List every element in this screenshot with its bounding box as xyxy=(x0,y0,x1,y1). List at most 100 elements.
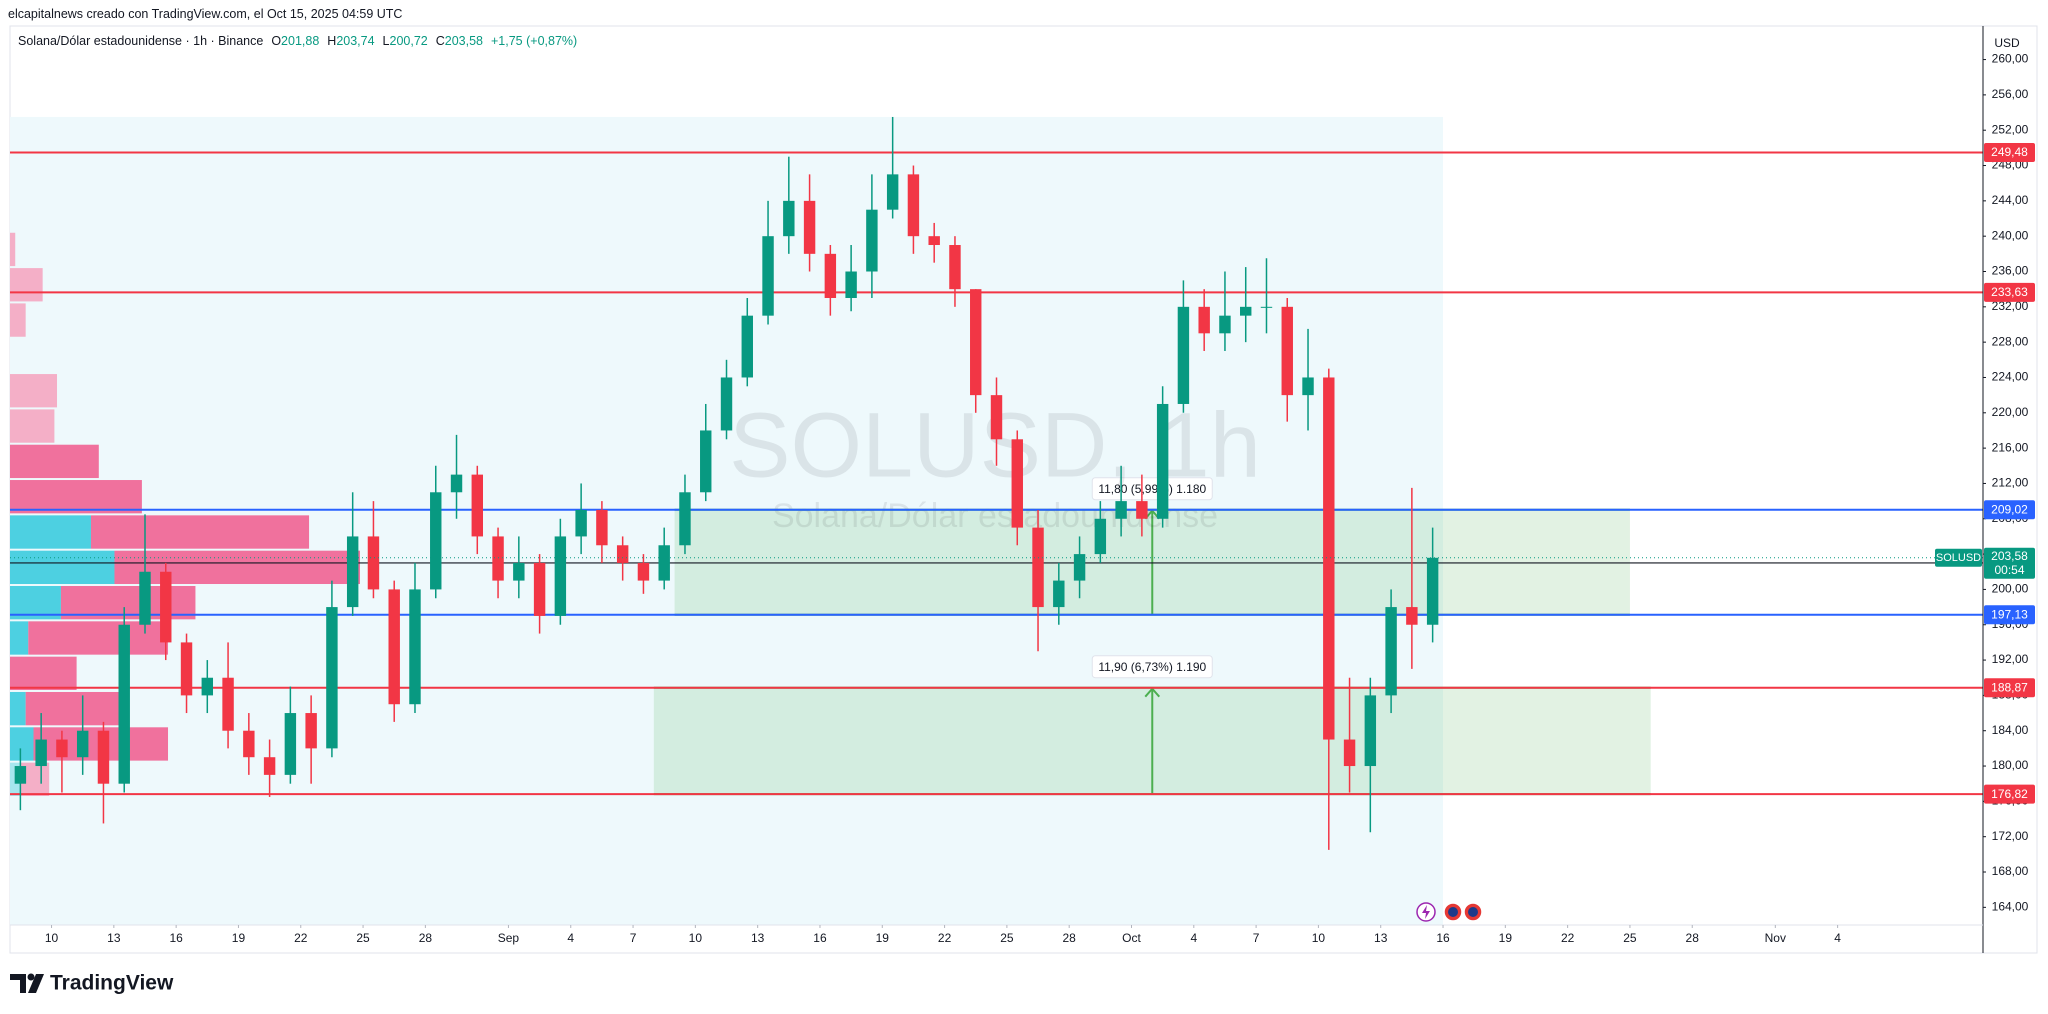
candle-body xyxy=(367,536,380,590)
y-tick-label: 216,00 xyxy=(1992,440,2029,454)
price-tag xyxy=(1984,678,2035,698)
candle-body xyxy=(35,739,47,767)
profile-down-bar xyxy=(10,409,55,443)
candle-body xyxy=(533,562,546,616)
candle-body xyxy=(76,730,89,758)
profile-down-bar xyxy=(90,515,310,549)
x-axis: 10 13 16 19 22 25 28 Sep 4 7 10 13 16 19 22 25 28 Oct 4 7 10… xyxy=(45,925,1841,945)
measure-arrowhead xyxy=(1144,687,1161,698)
y-tick-label: 184,00 xyxy=(1992,723,2029,737)
logo-mark xyxy=(10,974,26,993)
profile-up-bar xyxy=(10,621,29,655)
x-tick-label: 22 xyxy=(294,931,308,945)
candle-body xyxy=(1198,306,1210,334)
candle-body xyxy=(118,624,130,784)
ohlc-key: C xyxy=(435,34,445,48)
candle-body xyxy=(783,200,795,237)
candle-body xyxy=(14,766,27,784)
y-tick-label: 236,00 xyxy=(1992,264,2029,278)
candle-body xyxy=(1073,554,1086,581)
x-tick-label: 25 xyxy=(356,931,370,945)
x-tick-label: 19 xyxy=(876,931,890,945)
profile-up-bar xyxy=(10,727,34,761)
candle-body xyxy=(596,509,608,546)
x-tick-label: 19 xyxy=(232,931,246,945)
y-tick-label: 192,00 xyxy=(1992,652,2029,666)
y-tick-label: 200,00 xyxy=(1992,582,2029,596)
price-tag xyxy=(1984,605,2035,625)
candle-body xyxy=(554,536,567,616)
candle-body xyxy=(1323,377,1335,740)
symbol-name[interactable]: Solana/Dólar estadounidense · 1h · Binan… xyxy=(18,34,264,48)
candle-body xyxy=(388,589,400,705)
x-tick-label: 28 xyxy=(419,931,433,945)
candle-body xyxy=(866,209,878,272)
measure-label: 11,90 (6,73%) 1.190 xyxy=(1098,660,1206,674)
logo-text: TradingView xyxy=(50,972,174,995)
profile-up-bar xyxy=(10,515,91,549)
countdown-label: 00:54 xyxy=(1994,563,2024,577)
ohlc-value: 200,72 xyxy=(389,34,428,48)
candle-body xyxy=(263,757,276,775)
candle-body xyxy=(1240,306,1252,316)
candle-body xyxy=(305,713,317,749)
y-tick-label: 212,00 xyxy=(1992,476,2029,490)
x-tick-label: 16 xyxy=(813,931,827,945)
x-tick-label: 13 xyxy=(751,931,765,945)
y-tick-label: 228,00 xyxy=(1992,334,2029,348)
x-tick-label: Sep xyxy=(498,931,520,945)
profile-down-bar xyxy=(10,444,99,479)
candle-body xyxy=(741,315,753,378)
candle-body xyxy=(616,545,629,563)
ohlc-key: L xyxy=(382,34,390,48)
candle-body xyxy=(845,271,857,298)
candle-body xyxy=(201,677,214,696)
candle-body xyxy=(492,536,504,581)
profile-down-bar xyxy=(10,656,77,690)
measure-label-box xyxy=(1091,655,1213,679)
measure-label: 11,80 (5,99%) 1.180 xyxy=(1098,482,1206,496)
currency-label[interactable]: USD xyxy=(1994,36,2020,50)
y-tick-label: 244,00 xyxy=(1992,193,2029,207)
price-tag xyxy=(1984,784,2035,804)
x-tick-label: 25 xyxy=(1000,931,1014,945)
candle-body xyxy=(1032,527,1044,608)
candle-body xyxy=(824,253,837,298)
price-tag-label: 197,13 xyxy=(1991,607,2028,621)
ohlc-value: 203,74 xyxy=(336,34,375,48)
symbol-tag-label: SOLUSD xyxy=(1936,552,1981,564)
candle-body xyxy=(658,545,670,581)
candle-body xyxy=(720,377,733,431)
candle-body xyxy=(1053,580,1065,608)
x-tick-label: Oct xyxy=(1122,931,1141,945)
footer-logo[interactable]: TradingView xyxy=(10,972,174,995)
candle-body xyxy=(284,713,297,775)
ohlc-value: 201,88 xyxy=(281,34,320,48)
candle-body xyxy=(243,730,255,758)
candle-body xyxy=(1156,403,1169,519)
candle-body xyxy=(949,245,961,290)
x-tick-label: 16 xyxy=(169,931,183,945)
candle-body xyxy=(637,562,650,581)
candle-body xyxy=(56,739,68,758)
candle-body xyxy=(1260,306,1273,308)
price-tag-label: 233,63 xyxy=(1991,285,2028,299)
x-tick-label: 28 xyxy=(1063,931,1077,945)
candle-body xyxy=(1364,695,1377,767)
x-tick-label: 4 xyxy=(1834,931,1841,945)
profile-down-bar xyxy=(28,621,169,655)
candle-body xyxy=(928,236,940,246)
change: +1,75 (+0,87%) xyxy=(491,34,578,48)
candle-body xyxy=(1426,557,1439,625)
price-tag xyxy=(1984,282,2035,302)
candle-body xyxy=(990,395,1003,440)
candle-body xyxy=(886,174,899,210)
candle-body xyxy=(346,536,359,608)
x-tick-label: 22 xyxy=(1561,931,1575,945)
candle-body xyxy=(513,562,525,581)
y-axis: 164,00168,00172,00176,00180,00184,00188,… xyxy=(1983,52,2029,914)
candle-body xyxy=(139,571,151,625)
profile-down-bar xyxy=(10,232,16,267)
